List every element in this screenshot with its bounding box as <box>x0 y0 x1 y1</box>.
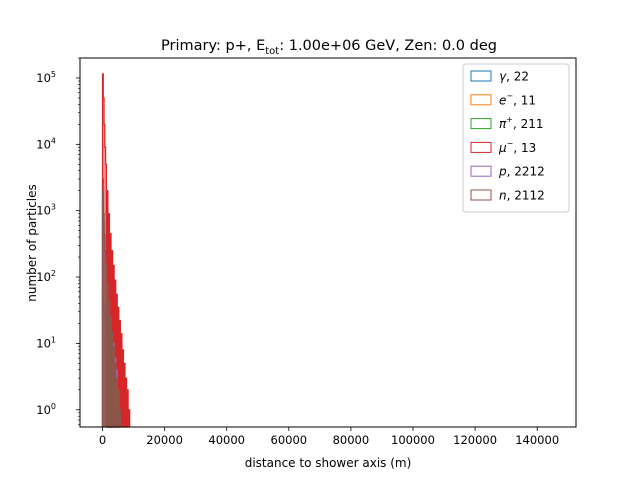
axes-layer: 0 20000 40000 60000 80000 100000 120000 140000 1… <box>36 57 559 447</box>
series-3-bin <box>128 409 130 427</box>
x-tick-label: 100000 <box>391 433 435 447</box>
series-5-bin <box>113 346 115 427</box>
legend-entry-1: e−, 11 <box>499 91 536 107</box>
legend-label: , 211 <box>513 117 544 131</box>
legend-swatch-3 <box>470 141 492 153</box>
legend-entry-0: γ, 22 <box>499 70 529 84</box>
legend-label: , 11 <box>513 93 536 107</box>
y-tick-base: 10 <box>36 204 51 218</box>
y-tick-label: 105 <box>36 70 56 85</box>
legend-entry-4: p, 2212 <box>498 165 545 179</box>
series-3-bin <box>119 320 121 427</box>
plot-frame <box>79 57 577 428</box>
legend-swatch-5 <box>470 189 492 201</box>
series-5-bin <box>105 265 107 427</box>
legend-entry-5: n, 2112 <box>499 189 545 203</box>
legend-superscript: + <box>506 115 513 124</box>
series-5-bin <box>110 317 112 427</box>
series-3-bin <box>124 363 126 427</box>
series-3-bin <box>125 378 127 427</box>
x-tick-label: 80000 <box>333 433 370 447</box>
series-5-bin <box>114 363 116 427</box>
series-5-bin <box>104 250 106 427</box>
x-tick-label: 0 <box>99 433 106 447</box>
legend-symbol: n <box>499 189 507 203</box>
y-tick-label: 100 <box>36 402 56 417</box>
legend-label: , 22 <box>506 70 529 84</box>
legend-symbol: μ <box>498 141 507 155</box>
legend-frame <box>462 63 570 213</box>
y-tick-base: 10 <box>36 403 51 417</box>
series-5-bin <box>104 233 105 427</box>
y-tick-exponent: 1 <box>51 335 56 344</box>
x-tick-label: 120000 <box>453 433 497 447</box>
y-tick-exponent: 5 <box>51 70 56 79</box>
legend-swatch-0 <box>470 70 492 82</box>
series-3-bin <box>121 333 122 427</box>
legend-superscript: − <box>506 91 513 100</box>
series-5-bin <box>107 283 108 427</box>
x-tick-label: 20000 <box>146 433 183 447</box>
legend-superscript: − <box>507 139 514 148</box>
y-tick-base: 10 <box>36 336 51 350</box>
y-tick-base: 10 <box>36 270 51 284</box>
legend-symbol: γ <box>499 70 507 84</box>
y-tick-label: 101 <box>36 335 56 350</box>
x-tick-label: 140000 <box>515 433 559 447</box>
legend-symbol: π <box>499 117 507 131</box>
series-3-bin <box>127 389 129 427</box>
legend-label: , 13 <box>513 141 536 155</box>
y-tick-exponent: 2 <box>51 269 56 278</box>
legend-label: , 2212 <box>507 165 545 179</box>
series-5-bin <box>102 190 104 427</box>
series-layer <box>101 73 131 428</box>
legend-symbol: p <box>498 165 507 179</box>
series-5-bin <box>103 213 105 427</box>
y-tick-base: 10 <box>36 137 51 151</box>
legend-label: , 2112 <box>507 189 545 203</box>
legend-symbol: e <box>499 93 506 107</box>
legend-entry-2: π+, 211 <box>499 115 543 131</box>
x-tick-label: 40000 <box>208 433 245 447</box>
series-5-bin <box>108 300 110 427</box>
series-5-bin <box>111 331 113 427</box>
x-axis-label: distance to shower axis (m) <box>245 456 412 470</box>
series-3-bin <box>122 349 124 427</box>
x-tick-label: 60000 <box>271 433 308 447</box>
legend-entry-3: μ−, 13 <box>498 139 536 155</box>
legend-swatch-1 <box>470 94 492 106</box>
legend-swatch-2 <box>470 118 492 130</box>
y-tick-exponent: 0 <box>51 402 56 411</box>
series-5-bin <box>116 378 118 427</box>
y-tick-exponent: 3 <box>51 203 56 212</box>
legend-swatch-4 <box>470 165 492 177</box>
y-tick-label: 103 <box>36 203 56 218</box>
series-3-bin <box>118 307 119 427</box>
y-axis-label: number of particles <box>25 184 39 302</box>
y-tick-exponent: 4 <box>51 136 56 145</box>
y-tick-label: 102 <box>36 269 56 284</box>
series-5-bin <box>118 389 119 427</box>
y-tick-base: 10 <box>36 71 51 85</box>
series-3-bin <box>114 280 116 427</box>
chart-title: Primary: p+, Etot: 1.00e+06 GeV, Zen: 0.… <box>161 38 497 57</box>
y-tick-label: 104 <box>36 136 56 151</box>
series-3-bin <box>116 294 118 427</box>
series-5-bin <box>119 409 121 427</box>
